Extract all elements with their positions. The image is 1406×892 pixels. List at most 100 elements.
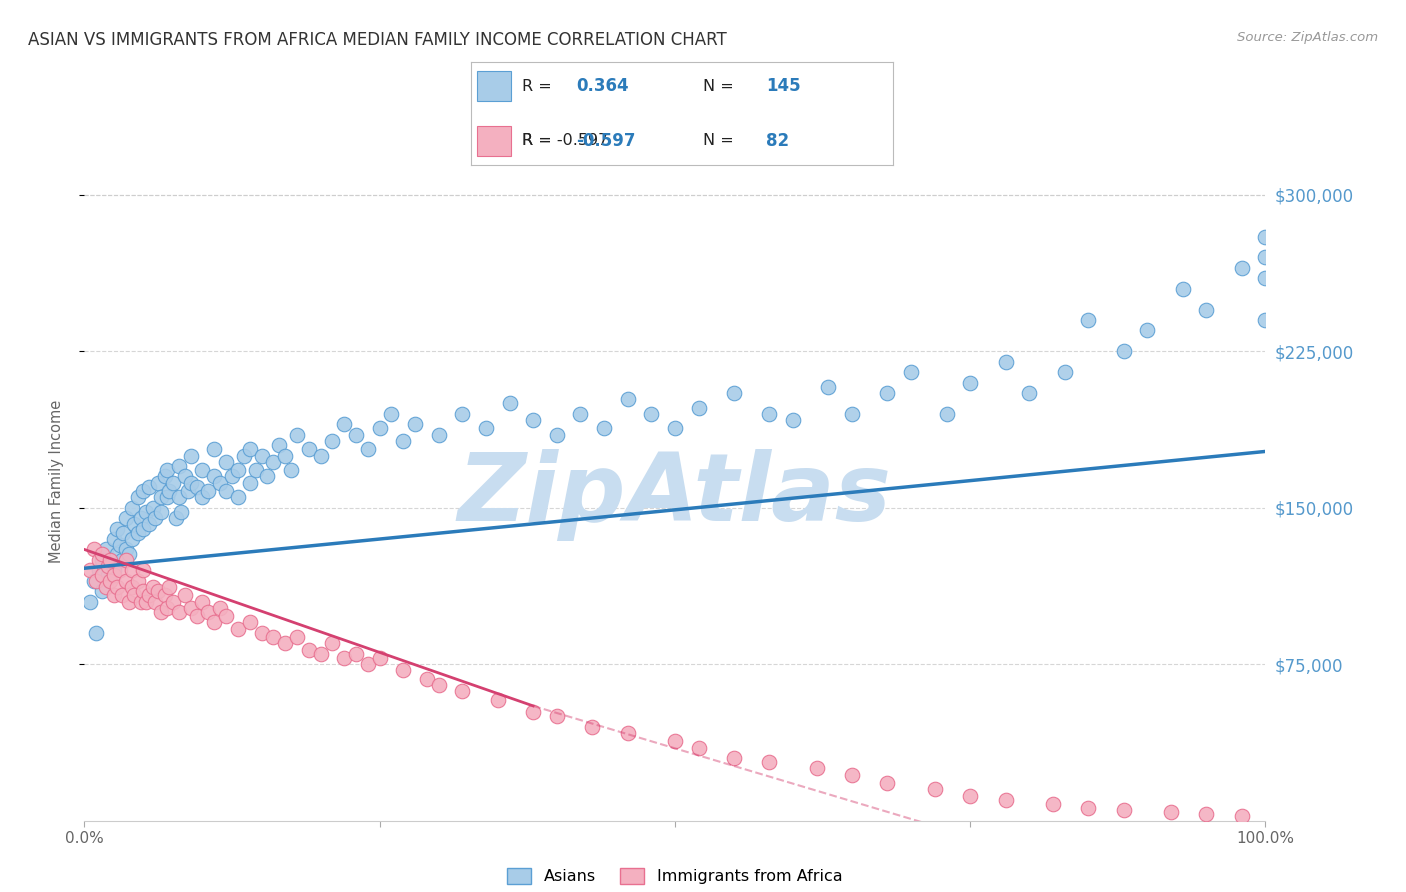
Point: [143, 594, 166, 608]
Point: [173, 588, 195, 602]
Point: [108, 538, 131, 552]
Point: [321, 636, 343, 650]
Point: [215, 484, 238, 499]
Point: [79, 594, 101, 608]
Point: [427, 427, 450, 442]
Point: [475, 421, 498, 435]
Point: [118, 594, 141, 608]
Point: [150, 491, 173, 505]
Point: [191, 594, 214, 608]
Text: Source: ZipAtlas.com: Source: ZipAtlas.com: [1237, 31, 1378, 45]
Point: [121, 563, 143, 577]
Point: [135, 594, 157, 608]
Point: [215, 609, 238, 624]
Point: [127, 574, 149, 588]
Point: [1112, 803, 1135, 817]
Point: [451, 407, 474, 421]
Point: [87, 563, 110, 577]
Point: [546, 709, 568, 723]
Point: [1195, 302, 1218, 317]
Point: [285, 427, 308, 442]
Point: [806, 762, 828, 776]
Point: [91, 547, 114, 561]
Point: [94, 580, 117, 594]
Point: [180, 600, 202, 615]
Point: [640, 407, 662, 421]
Text: N =: N =: [703, 78, 734, 94]
Point: [191, 463, 214, 477]
Point: [103, 532, 125, 546]
Point: [122, 517, 145, 532]
Point: [142, 580, 165, 594]
Point: [522, 705, 544, 719]
Point: [245, 463, 267, 477]
Point: [103, 588, 125, 602]
Point: [1112, 344, 1135, 359]
Point: [180, 475, 202, 490]
Point: [392, 434, 415, 448]
Point: [177, 484, 200, 499]
Point: [167, 458, 190, 473]
Point: [180, 449, 202, 463]
Point: [357, 657, 380, 672]
Point: [157, 484, 180, 499]
Text: N =: N =: [703, 134, 734, 148]
Point: [202, 469, 225, 483]
Point: [138, 517, 160, 532]
Point: [87, 553, 110, 567]
Point: [197, 605, 219, 619]
Point: [209, 475, 232, 490]
Point: [162, 594, 184, 608]
Point: [202, 442, 225, 457]
Point: [392, 664, 415, 678]
Point: [114, 511, 136, 525]
Point: [103, 563, 125, 577]
Point: [298, 442, 321, 457]
Point: [114, 542, 136, 557]
Point: [309, 449, 332, 463]
Point: [416, 672, 439, 686]
Point: [173, 469, 195, 483]
Point: [111, 553, 134, 567]
Point: [138, 480, 160, 494]
Point: [782, 413, 804, 427]
Point: [664, 421, 686, 435]
Point: [112, 525, 135, 540]
Point: [157, 580, 180, 594]
Point: [959, 789, 981, 803]
Point: [250, 449, 273, 463]
Point: [723, 751, 745, 765]
Point: [170, 505, 193, 519]
Text: 145: 145: [766, 77, 801, 95]
Point: [232, 449, 254, 463]
Point: [132, 563, 155, 577]
Point: [132, 584, 155, 599]
Point: [616, 392, 638, 407]
Point: [98, 553, 121, 567]
Point: [167, 491, 190, 505]
Text: R =: R =: [522, 134, 551, 148]
Text: -0.597: -0.597: [576, 132, 636, 150]
Point: [368, 651, 391, 665]
Point: [138, 588, 160, 602]
Point: [122, 588, 145, 602]
Point: [569, 407, 592, 421]
Point: [156, 600, 179, 615]
Point: [344, 427, 367, 442]
Point: [114, 553, 136, 567]
Point: [121, 500, 143, 515]
Point: [83, 574, 105, 588]
Point: [186, 609, 208, 624]
Point: [522, 413, 544, 427]
Point: [876, 776, 898, 790]
Point: [83, 542, 105, 557]
Point: [132, 484, 155, 499]
Point: [97, 559, 120, 574]
Bar: [478, 71, 512, 101]
Point: [1230, 260, 1253, 275]
Point: [841, 768, 863, 782]
Point: [79, 563, 101, 577]
Point: [321, 434, 343, 448]
Point: [1254, 313, 1277, 327]
Point: [262, 455, 284, 469]
